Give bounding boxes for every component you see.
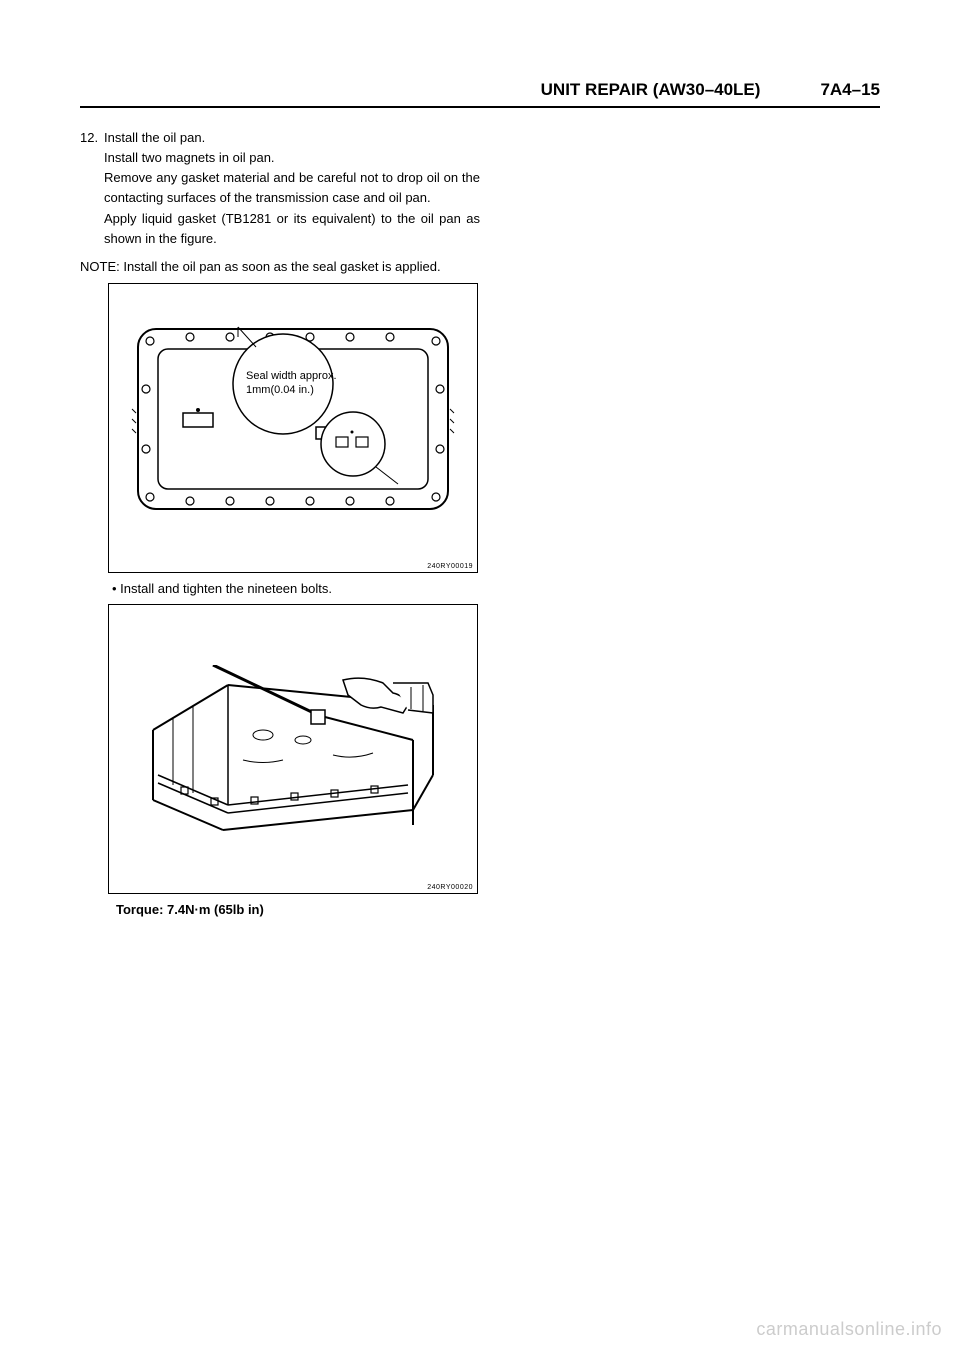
figure-caption-1: 240RY00019	[427, 563, 473, 570]
page-number: 7A4–15	[820, 80, 880, 100]
step-line-3: Remove any gasket material and be carefu…	[104, 170, 480, 205]
torque-spec: Torque: 7.4N·m (65lb in)	[116, 902, 480, 917]
unit-title: UNIT REPAIR (AW30–40LE)	[541, 80, 761, 100]
step-number: 12.	[80, 128, 104, 249]
bullet-install-bolts: Install and tighten the nineteen bolts.	[126, 579, 480, 599]
step-line-2: Install two magnets in oil pan.	[104, 150, 275, 165]
figure-torque: 240RY00020	[108, 604, 478, 894]
step-line-1: Install the oil pan.	[104, 130, 205, 145]
callout-text-2: 1mm(0.04 in.)	[246, 384, 314, 396]
oil-pan-diagram: Seal width approx. 1mm(0.04 in.)	[128, 319, 458, 519]
callout-text-1: Seal width approx.	[246, 370, 337, 382]
step-line-4: Apply liquid gasket (TB1281 or its equiv…	[104, 211, 480, 246]
content-column: 12. Install the oil pan. Install two mag…	[80, 128, 480, 917]
watermark: carmanualsonline.info	[756, 1319, 942, 1340]
step-body: Install the oil pan. Install two magnets…	[104, 128, 480, 249]
page-header: UNIT REPAIR (AW30–40LE) 7A4–15	[80, 80, 880, 108]
note-text: NOTE: Install the oil pan as soon as the…	[80, 257, 480, 277]
step-12: 12. Install the oil pan. Install two mag…	[80, 128, 480, 249]
figure-caption-2: 240RY00020	[427, 884, 473, 891]
figure-oil-pan: Seal width approx. 1mm(0.04 in.) 240RY00…	[108, 283, 478, 573]
torque-diagram	[133, 665, 453, 835]
